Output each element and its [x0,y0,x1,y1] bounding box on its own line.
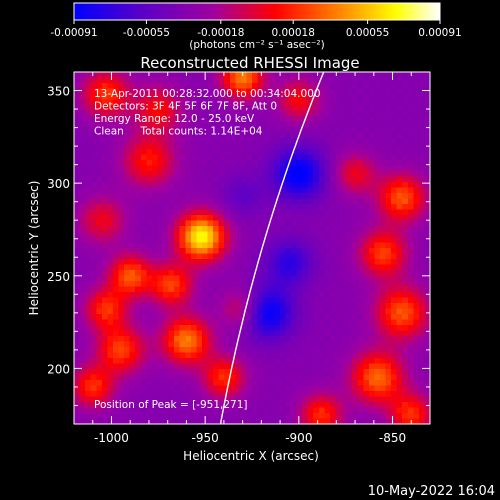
x-tick-label: -950 [192,431,219,445]
y-tick-label: 300 [47,177,70,191]
colorbar-tick-label: -0.00018 [197,27,244,39]
colorbar-tick-label: -0.00055 [123,27,170,39]
y-axis-label: Heliocentric Y (arcsec) [27,181,41,316]
footer-timestamp: 10-May-2022 16:04 [368,484,495,499]
plot-frame [73,71,431,425]
heatmap-image [74,72,430,424]
plot-area: -1000 -950 -900 -850 200 250 300 350 [47,71,431,445]
colorbar-tick-label: 0.00091 [418,27,461,39]
info-line: Clean Total counts: 1.14E+04 [94,126,263,138]
observation-info: 13-Apr-2011 00:28:32.000 to 00:34:04.000… [94,88,321,138]
info-line: 13-Apr-2011 00:28:32.000 to 00:34:04.000 [94,88,321,100]
colorbar-unit-label: (photons cm⁻² s⁻¹ asec⁻²) [189,39,324,51]
chart-title: Reconstructed RHESSI Image [140,54,359,72]
colorbar-gradient [74,3,440,20]
colorbar-frame [73,2,441,21]
y-tick-label: 200 [47,362,70,376]
colorbar-tick-label: 0.00055 [346,27,389,39]
colorbar-tick-label: -0.00091 [50,27,97,39]
colorbar: -0.00091 -0.00055 -0.00018 0.00018 0.00055 0.… [50,2,462,51]
info-line: Energy Range: 12.0 - 25.0 keV [94,113,255,125]
colorbar-tick-label: 0.00018 [271,27,314,39]
info-line: Detectors: 3F 4F 5F 6F 7F 8F, Att 0 [94,101,277,113]
x-axis-label: Heliocentric X (arcsec) [183,449,319,463]
solar-limb-line [219,71,325,425]
y-tick-label: 250 [47,270,70,284]
y-tick-label: 350 [47,85,70,99]
x-tick-label: -850 [379,431,406,445]
x-tick-label: -1000 [94,431,129,445]
peak-position-label: Position of Peak = [-951,271] [94,399,248,411]
x-tick-label: -900 [285,431,312,445]
